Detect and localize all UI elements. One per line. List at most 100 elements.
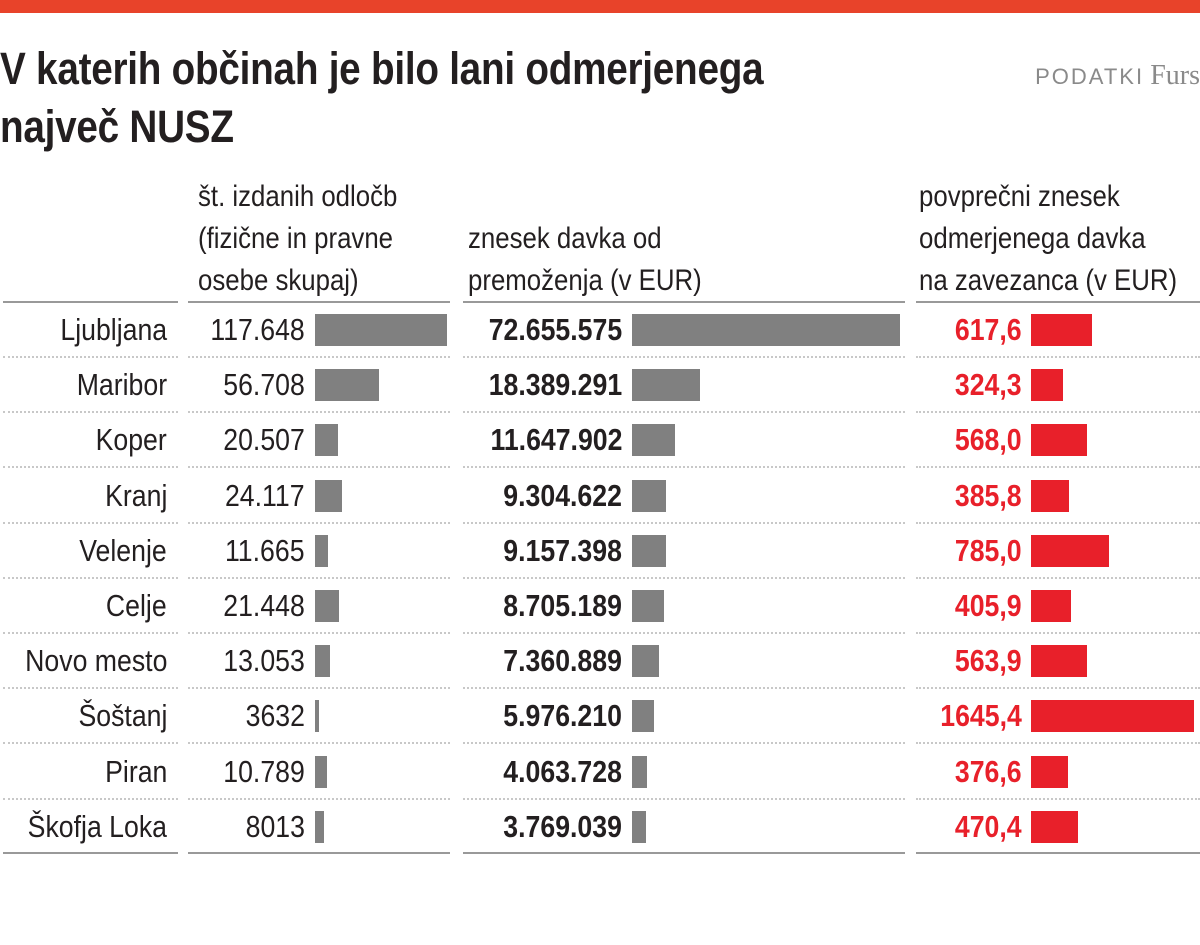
value-label: 324,3 [955, 367, 1022, 403]
row-separator [3, 466, 178, 469]
row-separator [463, 632, 905, 634]
row-separator [916, 521, 1200, 524]
row-separator [3, 742, 178, 745]
header-rule [188, 301, 450, 303]
row-separator [188, 576, 450, 579]
bar [1031, 534, 1109, 567]
value-label: 56.708 [223, 367, 305, 403]
header-rule [916, 301, 1200, 303]
chart-title: V katerih občinah je bilo lani odmerjene… [0, 40, 946, 156]
row-separator [916, 742, 1200, 745]
bar [1031, 424, 1088, 457]
value-label: 3632 [245, 698, 305, 734]
value-label: 72.655.575 [488, 312, 622, 347]
bar [632, 479, 667, 512]
header-rule [3, 301, 178, 303]
row-separator [463, 687, 905, 690]
row-label: Kranj [104, 477, 167, 513]
value-label: 10.789 [223, 753, 305, 789]
value-label: 8.705.189 [503, 588, 622, 623]
bottom-rule [3, 852, 178, 854]
row-separator [188, 466, 450, 469]
value-label: 7.360.889 [503, 643, 622, 679]
bar [315, 479, 343, 512]
value-label: 8013 [245, 808, 305, 844]
value-label: 376,6 [955, 753, 1022, 789]
row-separator [916, 632, 1200, 634]
bar [315, 755, 328, 788]
row-separator [188, 521, 450, 524]
bar [632, 369, 700, 402]
value-label: 11.647.902 [490, 422, 622, 458]
row-separator [188, 742, 450, 745]
bar [315, 645, 330, 678]
value-label: 563,9 [955, 643, 1022, 679]
column-header-line: na zavezanca (v EUR) [919, 264, 1178, 297]
row-separator [188, 632, 450, 634]
value-label: 470,4 [955, 808, 1022, 844]
row-separator [463, 797, 905, 800]
bar [315, 424, 338, 457]
value-label: 5.976.210 [503, 698, 622, 734]
row-separator [3, 411, 178, 414]
row-separator [463, 742, 905, 745]
row-separator [3, 797, 178, 800]
bar [315, 700, 320, 733]
bar [1031, 645, 1087, 678]
value-label: 21.448 [223, 588, 305, 623]
title-line-2: največ NUSZ [0, 101, 234, 152]
row-separator [463, 521, 905, 524]
row-label: Koper [95, 422, 167, 458]
row-label: Velenje [79, 532, 167, 568]
source-label: PODATKI [1035, 64, 1145, 89]
value-label: 617,6 [955, 312, 1022, 347]
row-label: Škofja Loka [27, 808, 167, 844]
row-separator [463, 356, 905, 358]
row-separator [916, 687, 1200, 690]
column-header-line: znesek davka od [468, 222, 662, 255]
row-label: Maribor [76, 367, 167, 403]
row-separator [3, 356, 178, 358]
value-label: 4.063.728 [503, 753, 622, 789]
row-label: Ljubljana [60, 312, 167, 347]
value-label: 785,0 [955, 532, 1022, 568]
bar [632, 700, 655, 733]
row-separator [916, 797, 1200, 800]
value-label: 568,0 [955, 422, 1022, 458]
bottom-rule [916, 852, 1200, 854]
column-header-line: odmerjenega davka [919, 222, 1146, 255]
row-separator [3, 576, 178, 579]
bar [632, 590, 665, 622]
bar [632, 424, 675, 457]
bar [1031, 700, 1194, 733]
value-label: 11.665 [225, 532, 305, 568]
value-label: 9.304.622 [503, 477, 622, 513]
row-separator [3, 632, 178, 634]
row-separator [916, 411, 1200, 414]
bar [315, 314, 447, 346]
column-header-line: premoženja (v EUR) [468, 264, 702, 297]
row-separator [188, 411, 450, 414]
bar [632, 755, 647, 788]
bar [315, 369, 379, 402]
bar [632, 314, 900, 346]
source-org: Furs [1150, 60, 1200, 91]
source-credit: PODATKI Furs [1035, 60, 1200, 92]
title-line-1: V katerih občinah je bilo lani odmerjene… [0, 43, 764, 94]
row-separator [916, 466, 1200, 469]
row-separator [463, 576, 905, 579]
bar [315, 534, 329, 567]
value-label: 9.157.398 [503, 532, 622, 568]
header-rule [463, 301, 905, 303]
value-label: 20.507 [223, 422, 305, 458]
bottom-rule [188, 852, 450, 854]
bar [1031, 314, 1093, 346]
value-label: 13.053 [223, 643, 305, 679]
value-label: 18.389.291 [488, 367, 622, 403]
bar [315, 590, 340, 622]
row-label: Piran [104, 753, 167, 789]
value-label: 405,9 [955, 588, 1022, 623]
row-separator [3, 687, 178, 690]
column-header-line: (fizične in pravne [198, 222, 394, 255]
column-header-line: povprečni znesek [919, 180, 1120, 213]
